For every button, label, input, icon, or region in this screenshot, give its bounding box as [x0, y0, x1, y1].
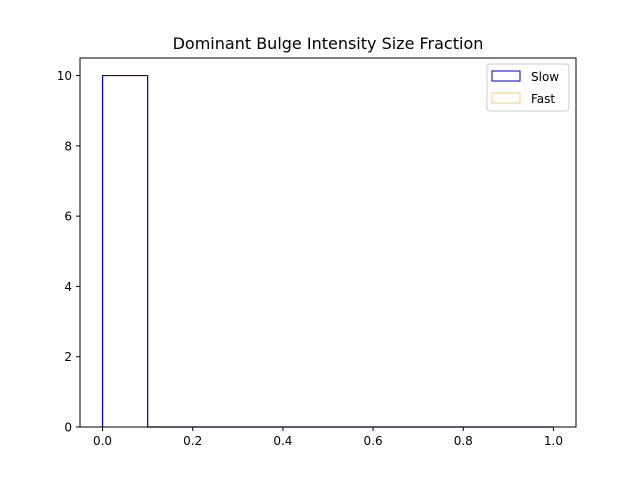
- legend-swatch-fast: [491, 92, 521, 104]
- x-tick-label: 0.6: [364, 434, 383, 448]
- x-tick-label: 0.4: [273, 434, 292, 448]
- y-tick-label: 10: [57, 69, 72, 83]
- x-tick-label: 1.0: [544, 434, 563, 448]
- legend-label-slow: Slow: [531, 70, 559, 84]
- y-tick-label: 0: [64, 421, 72, 435]
- axes-layer: 0.0 0.2 0.4 0.6 0.8 1.0 0 2 4 6 8 10: [57, 57, 577, 448]
- y-tick-label: 8: [64, 139, 72, 153]
- plot-frame: [79, 57, 577, 428]
- x-tick-label: 0.8: [454, 434, 473, 448]
- legend: Slow Fast: [486, 63, 570, 112]
- chart-title: Dominant Bulge Intensity Size Fraction: [173, 34, 484, 53]
- legend-box: [486, 63, 570, 112]
- y-tick-label: 4: [64, 280, 72, 294]
- x-tick-label: 0.2: [183, 434, 202, 448]
- legend-label-fast: Fast: [531, 92, 555, 106]
- x-tick-label: 0.0: [93, 434, 112, 448]
- y-tick-label: 6: [64, 210, 72, 224]
- legend-swatch-slow: [491, 70, 521, 82]
- y-tick-label: 2: [64, 350, 72, 364]
